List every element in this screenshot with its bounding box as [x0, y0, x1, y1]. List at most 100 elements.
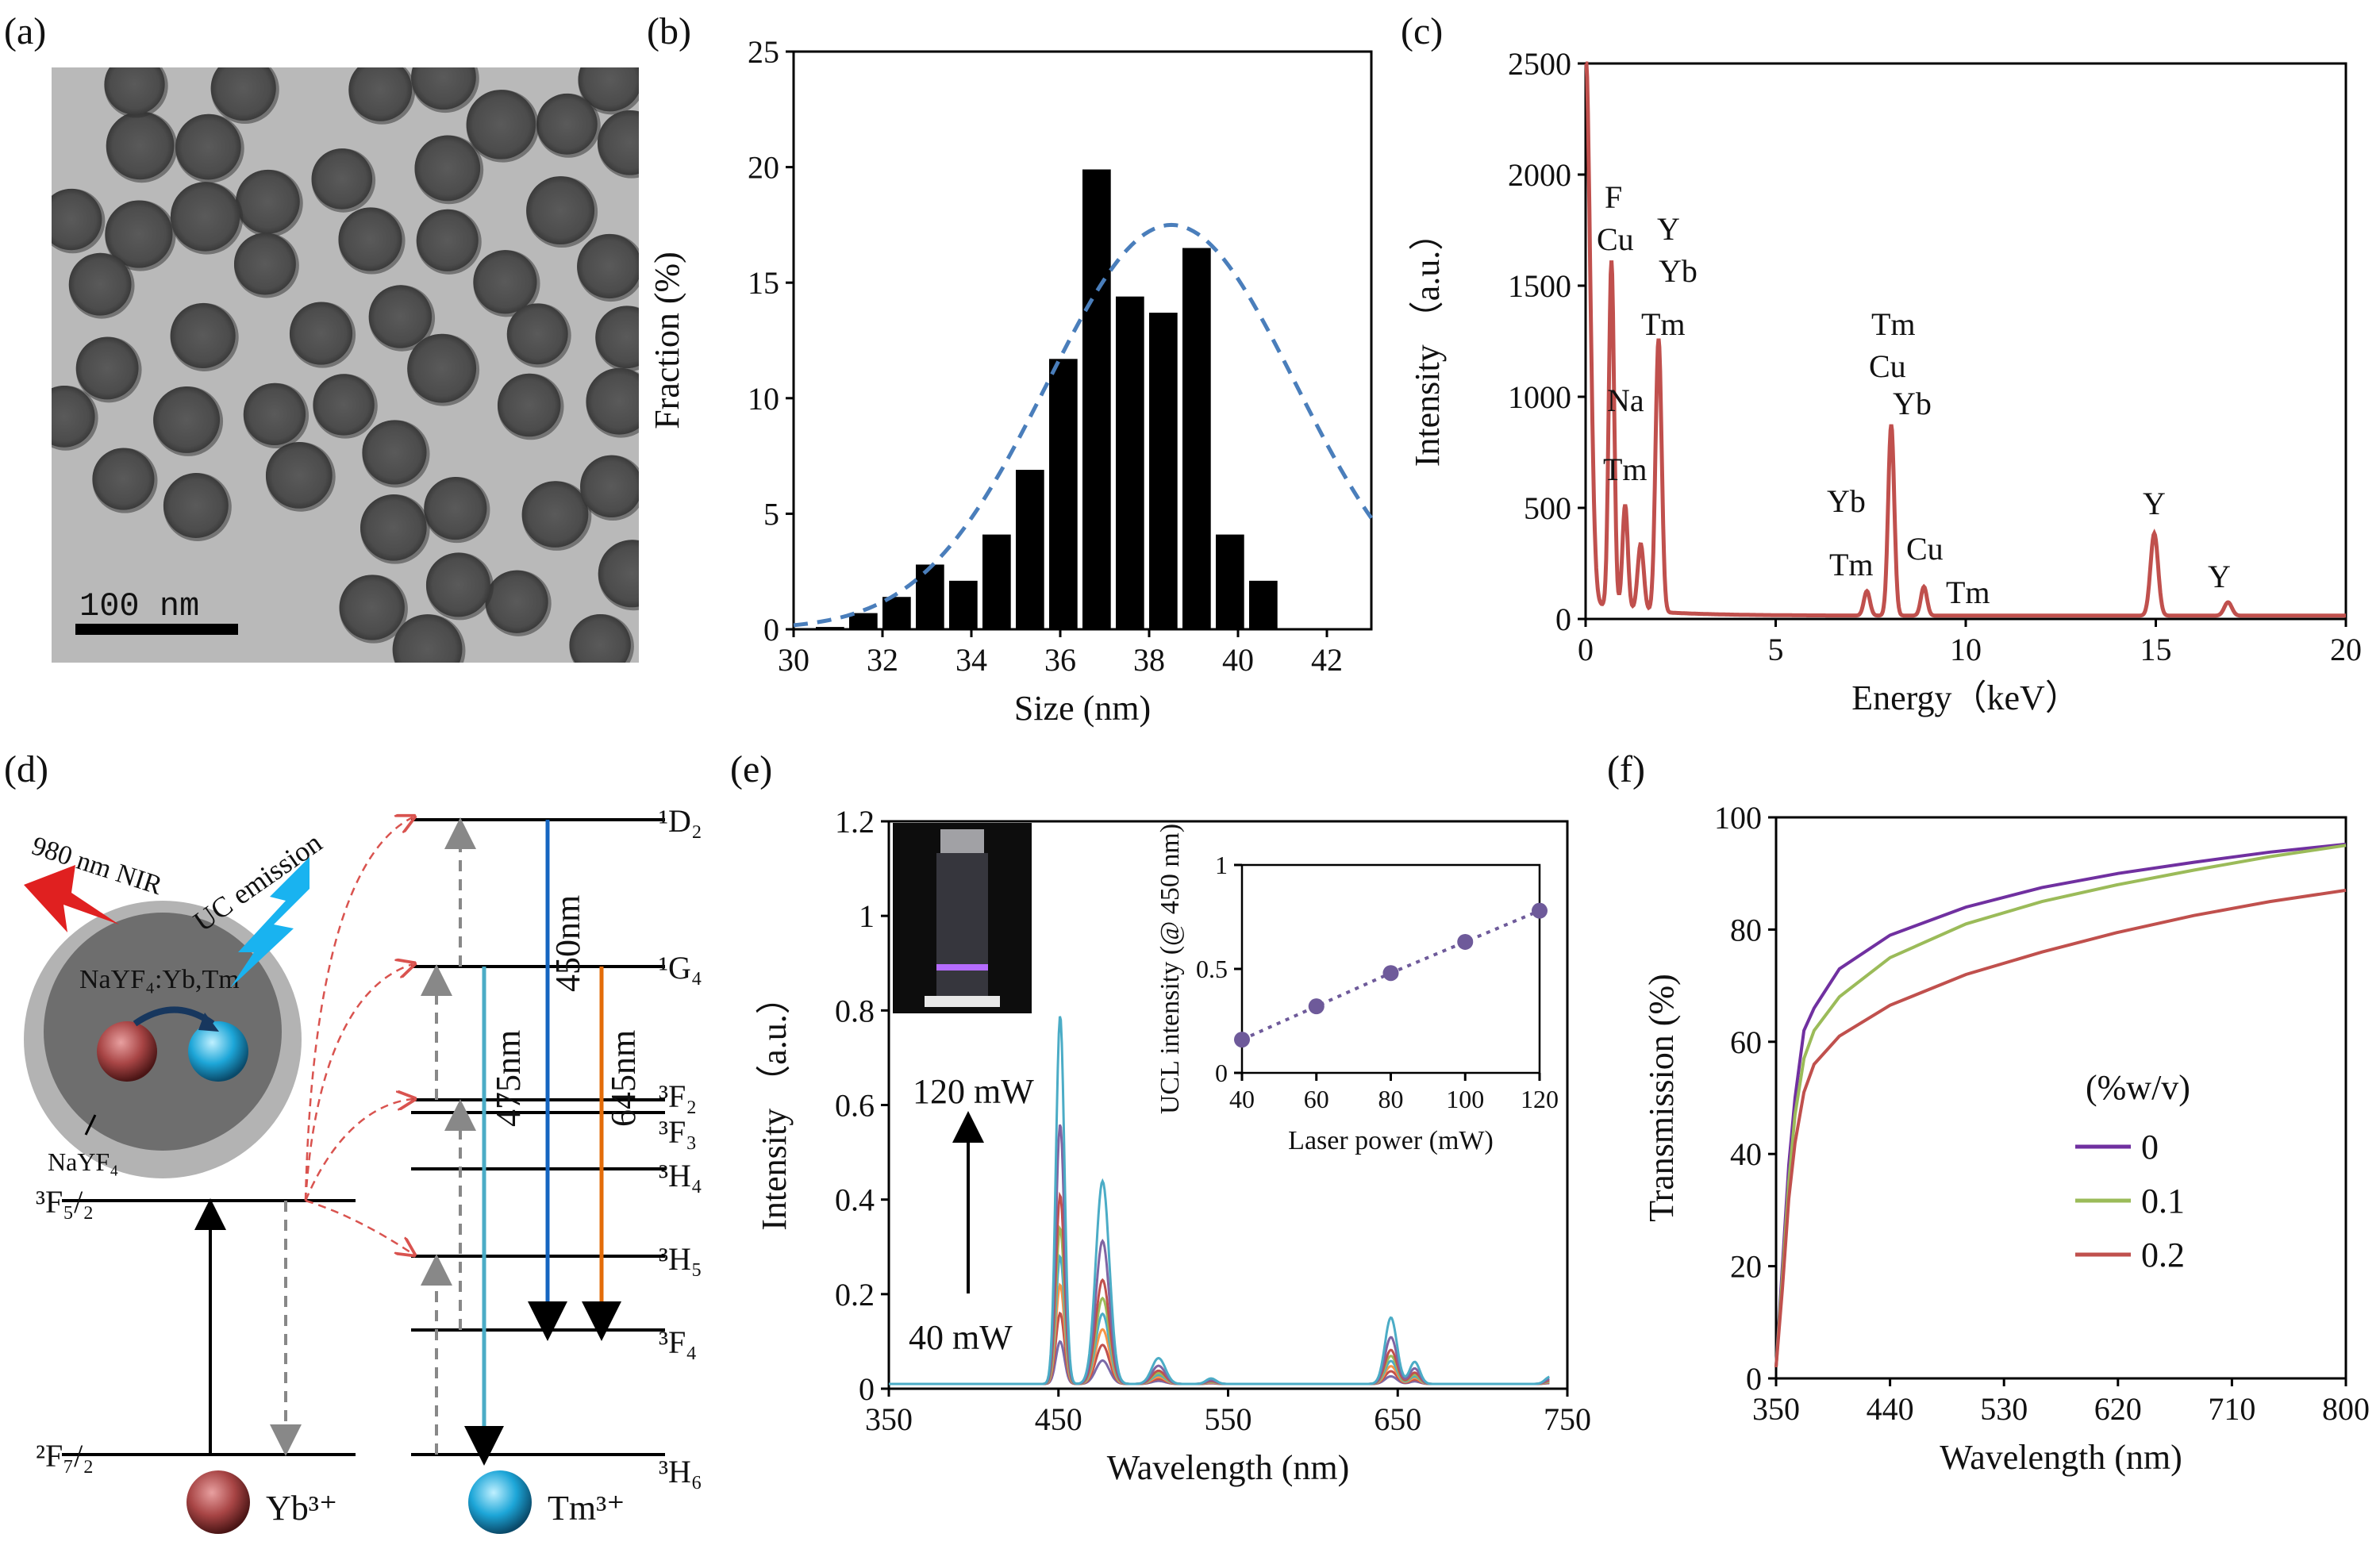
gaussian-fit-line: [793, 222, 1374, 628]
nanoparticle: [236, 169, 300, 234]
x-axis-label: Energy（keV）: [1851, 678, 2080, 717]
yb-level-label: ³F₅/₂: [36, 1184, 94, 1220]
ion-label: Yb³⁺: [266, 1489, 337, 1528]
nanoparticle: [338, 207, 402, 271]
x-tick-label: 34: [955, 642, 987, 678]
eds-peak-labels: F Cu Y Yb Tm Na Tm Tm Cu Yb Yb Tm Cu Tm …: [1597, 179, 2231, 610]
tm-level-label: ³H₅: [659, 1241, 702, 1277]
nanoparticle: [362, 420, 427, 485]
x-axis-label: Wavelength (nm): [1107, 1448, 1350, 1487]
histogram-bar: [1116, 296, 1144, 629]
panel-a: (a) 100 nm: [4, 10, 639, 663]
nanoparticle: [348, 67, 413, 121]
nanoparticle: [586, 367, 639, 435]
yb-level-label: ²F₇/₂: [36, 1438, 94, 1474]
peak-label: Y: [2143, 486, 2166, 521]
nanoparticle: [311, 148, 373, 209]
y-tick-label: 0: [1555, 602, 1571, 637]
x-tick-label: 10: [1950, 632, 1982, 667]
histogram-bar: [1249, 580, 1278, 629]
x-tick-label: 60: [1304, 1085, 1329, 1113]
inset-data-point: [1382, 965, 1399, 982]
tm-level-label: ³H₄: [659, 1158, 702, 1193]
panel-c-label: (c): [1401, 10, 1443, 52]
nanoparticle: [175, 113, 241, 180]
power-high-label: 120 mW: [913, 1072, 1034, 1111]
nanoparticle: [170, 182, 240, 252]
nanoparticle: [233, 233, 296, 295]
nanoparticle: [595, 306, 639, 369]
nanoparticle: [411, 67, 476, 110]
y-tick-label: 2500: [1508, 46, 1571, 82]
plot-frame: [1774, 816, 2347, 1380]
nanoparticle: [497, 373, 561, 437]
panel-c: (c) 0 5 10 15 20 0 500 1000 1500 2000 2500 Energy（k…: [1401, 10, 2362, 717]
power-low-label: 40 mW: [909, 1318, 1013, 1357]
y-axis-label: Transmission (%): [1642, 974, 1681, 1222]
nanoparticle: [526, 176, 595, 245]
y-tick-label: 25: [748, 34, 779, 70]
histogram-bar: [949, 580, 978, 629]
tm-ion-icon: [468, 1470, 532, 1534]
nanoparticle: [368, 285, 433, 348]
y-tick-label: 0: [763, 612, 779, 648]
y-tick-label: 1: [859, 898, 875, 934]
nir-bolt-icon: [24, 865, 119, 932]
nanoparticle: [170, 302, 236, 369]
spectrum-line: [889, 1224, 1550, 1386]
tm-levels: [411, 818, 665, 1456]
inset-data-point: [1234, 1032, 1250, 1048]
nanoparticle: [52, 385, 95, 448]
y-tick-label: 20: [748, 150, 779, 186]
nanoparticle: [424, 476, 487, 540]
y-tick-label: 2000: [1508, 157, 1571, 193]
x-tick-label: 32: [867, 642, 898, 678]
x-tick-label: 40: [1229, 1085, 1255, 1113]
nanoparticle: [598, 540, 639, 608]
nanoparticle: [577, 233, 639, 299]
spectrum-line: [889, 1016, 1550, 1386]
nanoparticle: [243, 382, 306, 445]
nanoparticle: [580, 455, 639, 518]
x-tick-label: 5: [1768, 632, 1784, 667]
peak-label: Cu: [1869, 348, 1906, 384]
panel-d-label: (d): [4, 748, 48, 790]
nanoparticle: [265, 442, 333, 509]
tm-level-label: ³F₂: [659, 1078, 697, 1114]
peak-label: Na: [1607, 382, 1644, 418]
tm-level-label: ³H₆: [659, 1454, 702, 1489]
x-tick-label: 15: [2140, 632, 2172, 667]
x-axis-label: Wavelength (nm): [1940, 1438, 2182, 1477]
histogram-bar: [1182, 248, 1211, 629]
nanoparticle: [289, 302, 353, 365]
nanoparticle: [210, 67, 276, 121]
y-axis-label: UCL intensity (@ 450 nm): [1155, 824, 1185, 1114]
nanoparticle: [407, 333, 477, 403]
peak-label: Yb: [1893, 386, 1932, 421]
y-axis-label: Fraction (%): [648, 252, 686, 429]
yb-ion-icon: [186, 1470, 250, 1534]
histogram-bar: [982, 534, 1011, 629]
inset-data-point: [1308, 998, 1325, 1015]
y-tick-label: 1500: [1508, 268, 1571, 304]
y-tick-label: 1.2: [835, 804, 875, 840]
peak-label: Yb: [1659, 253, 1698, 289]
x-tick-label: 710: [2208, 1391, 2255, 1427]
transition-label: 645nm: [604, 1030, 643, 1127]
histogram-bar: [849, 613, 878, 629]
y-tick-label: 1: [1215, 851, 1228, 879]
nanoparticle: [506, 303, 568, 365]
nanoparticle: [597, 110, 639, 175]
histogram-bar: [1149, 313, 1178, 629]
x-tick-label: 750: [1544, 1401, 1591, 1437]
x-axis-label: Size (nm): [1014, 689, 1151, 728]
energy-transfer-arrowhead: [198, 1013, 219, 1032]
nanoparticle: [52, 188, 102, 251]
nanoparticle: [75, 336, 139, 400]
y-tick-label: 0.5: [1196, 955, 1228, 983]
y-tick-label: 0: [1215, 1059, 1228, 1087]
nanoparticle: [425, 552, 490, 617]
eds-spectrum-line: [1584, 61, 2346, 618]
y-tick-label: 0: [859, 1371, 875, 1407]
